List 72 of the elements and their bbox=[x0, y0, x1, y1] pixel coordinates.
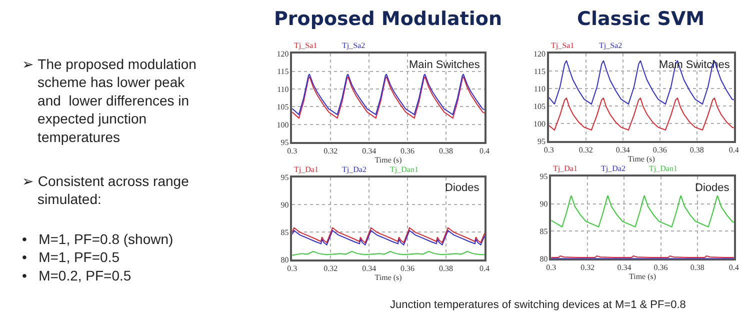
x-tick-label: 0.36 bbox=[400, 264, 415, 273]
line-series bbox=[548, 98, 734, 130]
x-tick-label: 0.3 bbox=[287, 146, 298, 156]
x-tick-label: 0.3 bbox=[544, 146, 554, 155]
x-tick-label: 0.34 bbox=[362, 146, 376, 156]
y-tick-label: 115 bbox=[277, 67, 289, 76]
x-tick-label: 0.34 bbox=[616, 146, 630, 155]
x-tick-label: 0.4 bbox=[728, 263, 739, 272]
y-tick-label: 110 bbox=[277, 84, 289, 94]
y-tick-label: 80 bbox=[280, 255, 289, 264]
series-label: Tj_Sa2 bbox=[599, 41, 622, 50]
x-tick-label: 0.38 bbox=[439, 146, 454, 156]
x-tick-label: 0.3 bbox=[287, 264, 298, 273]
text: Tj_Dan1 bbox=[390, 165, 418, 174]
y-tick-label: 105 bbox=[534, 102, 546, 111]
x-tick-label: 0.38 bbox=[690, 263, 704, 272]
text: ➢ The proposed modulation scheme has lower peak and lower differences in expected junction temperatures bbox=[22, 56, 196, 145]
text: Tj_Da2 bbox=[601, 164, 626, 173]
y-tick-label: 90 bbox=[540, 200, 548, 209]
text: Tj_Da1 bbox=[553, 164, 578, 173]
x-tick-label: 0.3 bbox=[546, 263, 556, 272]
text: Tj_Da2 bbox=[342, 165, 366, 174]
annotation: Diodes bbox=[695, 182, 730, 194]
y-tick-label: 120 bbox=[276, 49, 289, 58]
x-axis-title: Time (s) bbox=[374, 156, 402, 165]
chart-title: Proposed Modulation bbox=[274, 8, 502, 30]
annotation: Diodes bbox=[445, 182, 480, 194]
x-tick-label: 0.36 bbox=[400, 146, 415, 156]
x-tick-label: 0.4 bbox=[480, 264, 490, 273]
text: Tj_Sa1 bbox=[551, 41, 574, 50]
y-tick-label: 100 bbox=[276, 120, 289, 130]
x-tick-label: 0.4 bbox=[728, 146, 739, 155]
y-tick-label: 105 bbox=[276, 102, 289, 112]
line-series bbox=[292, 230, 485, 246]
text: Tj_Sa2 bbox=[342, 41, 366, 50]
y-tick-label: 115 bbox=[534, 66, 546, 76]
y-tick-label: 95 bbox=[538, 137, 546, 146]
x-tick-label: 0.38 bbox=[690, 146, 704, 155]
y-tick-label: 95 bbox=[540, 172, 548, 182]
chart-title: Classic SVM bbox=[577, 8, 705, 30]
x-tick-label: 0.34 bbox=[362, 264, 376, 273]
x-tick-label: 0.4 bbox=[480, 146, 490, 156]
x-axis-title: Time (s) bbox=[628, 272, 656, 282]
text: • M=1, PF=0.8 (shown) • M=1, PF=0.5 • M=0.2, PF=0.5 bbox=[22, 231, 174, 284]
x-tick-label: 0.34 bbox=[617, 263, 632, 272]
text: Tj_Da1 bbox=[294, 165, 318, 174]
x-tick-label: 0.32 bbox=[324, 264, 338, 273]
y-tick-label: 85 bbox=[280, 228, 289, 237]
y-tick-label: 120 bbox=[534, 49, 546, 58]
y-tick-label: 90 bbox=[280, 200, 289, 210]
x-tick-label: 0.36 bbox=[652, 146, 667, 155]
y-tick-label: 85 bbox=[540, 227, 548, 236]
x-tick-label: 0.32 bbox=[578, 146, 593, 155]
x-tick-label: 0.32 bbox=[324, 146, 338, 156]
line-series bbox=[551, 195, 734, 228]
text: ➢ Consistent across range simulated: bbox=[22, 173, 190, 208]
x-axis-title: Time (s) bbox=[628, 154, 656, 164]
text: Junction temperatures of switching devices at M=1 & PF=0.8 bbox=[390, 299, 686, 311]
x-tick-label: 0.36 bbox=[654, 263, 668, 272]
text: Tj_Sa1 bbox=[294, 41, 318, 50]
text: Tj_Dan1 bbox=[649, 164, 678, 173]
y-tick-label: 110 bbox=[534, 84, 546, 94]
line-series bbox=[292, 227, 485, 244]
y-tick-label: 100 bbox=[534, 119, 546, 128]
x-tick-label: 0.32 bbox=[580, 263, 595, 272]
line-series bbox=[548, 60, 734, 105]
x-tick-label: 0.38 bbox=[439, 264, 454, 273]
y-tick-label: 80 bbox=[540, 254, 548, 264]
annotation: Main Switches bbox=[409, 59, 480, 71]
x-axis-title: Time (s) bbox=[374, 272, 402, 282]
y-tick-label: 95 bbox=[280, 138, 289, 147]
y-tick-label: 95 bbox=[280, 173, 289, 182]
